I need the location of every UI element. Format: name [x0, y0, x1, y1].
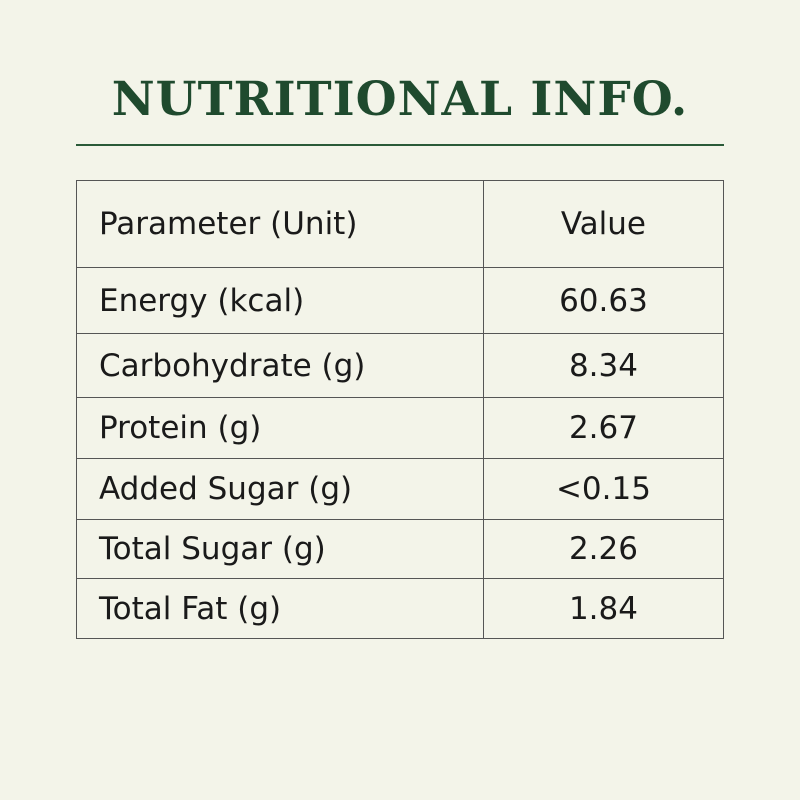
value-cell: 60.63 — [482, 267, 725, 334]
table-row: Total Fat (g) 1.84 — [76, 578, 725, 639]
table-header: Parameter (Unit) Value — [76, 180, 725, 268]
column-header: Value — [482, 180, 725, 268]
value-cell: 1.84 — [482, 578, 725, 639]
header-row: Parameter (Unit) Value — [76, 180, 725, 268]
table-row: Carbohydrate (g) 8.34 — [76, 333, 725, 398]
parameter-cell: Added Sugar (g) — [76, 458, 484, 520]
value-cell: <0.15 — [482, 458, 725, 520]
table-row: Added Sugar (g) <0.15 — [76, 458, 725, 520]
value-cell: 2.67 — [482, 397, 725, 459]
table-row: Total Sugar (g) 2.26 — [76, 519, 725, 579]
value-cell: 8.34 — [482, 333, 725, 398]
column-header: Parameter (Unit) — [76, 180, 484, 268]
nutrition-table: Parameter (Unit) Value Energy (kcal) 60.6… — [76, 180, 725, 639]
parameter-cell: Carbohydrate (g) — [76, 333, 484, 398]
table-body: Energy (kcal) 60.63 Carbohydrate (g) 8.34 Pr… — [76, 267, 725, 639]
parameter-cell: Protein (g) — [76, 397, 484, 459]
table-row: Energy (kcal) 60.63 — [76, 267, 725, 334]
value-cell: 2.26 — [482, 519, 725, 579]
title-underline — [76, 144, 724, 146]
title: NUTRITIONAL INFO. — [111, 72, 689, 127]
parameter-cell: Energy (kcal) — [76, 267, 484, 334]
parameter-cell: Total Sugar (g) — [76, 519, 484, 579]
table-row: Protein (g) 2.67 — [76, 397, 725, 459]
parameter-cell: Total Fat (g) — [76, 578, 484, 639]
